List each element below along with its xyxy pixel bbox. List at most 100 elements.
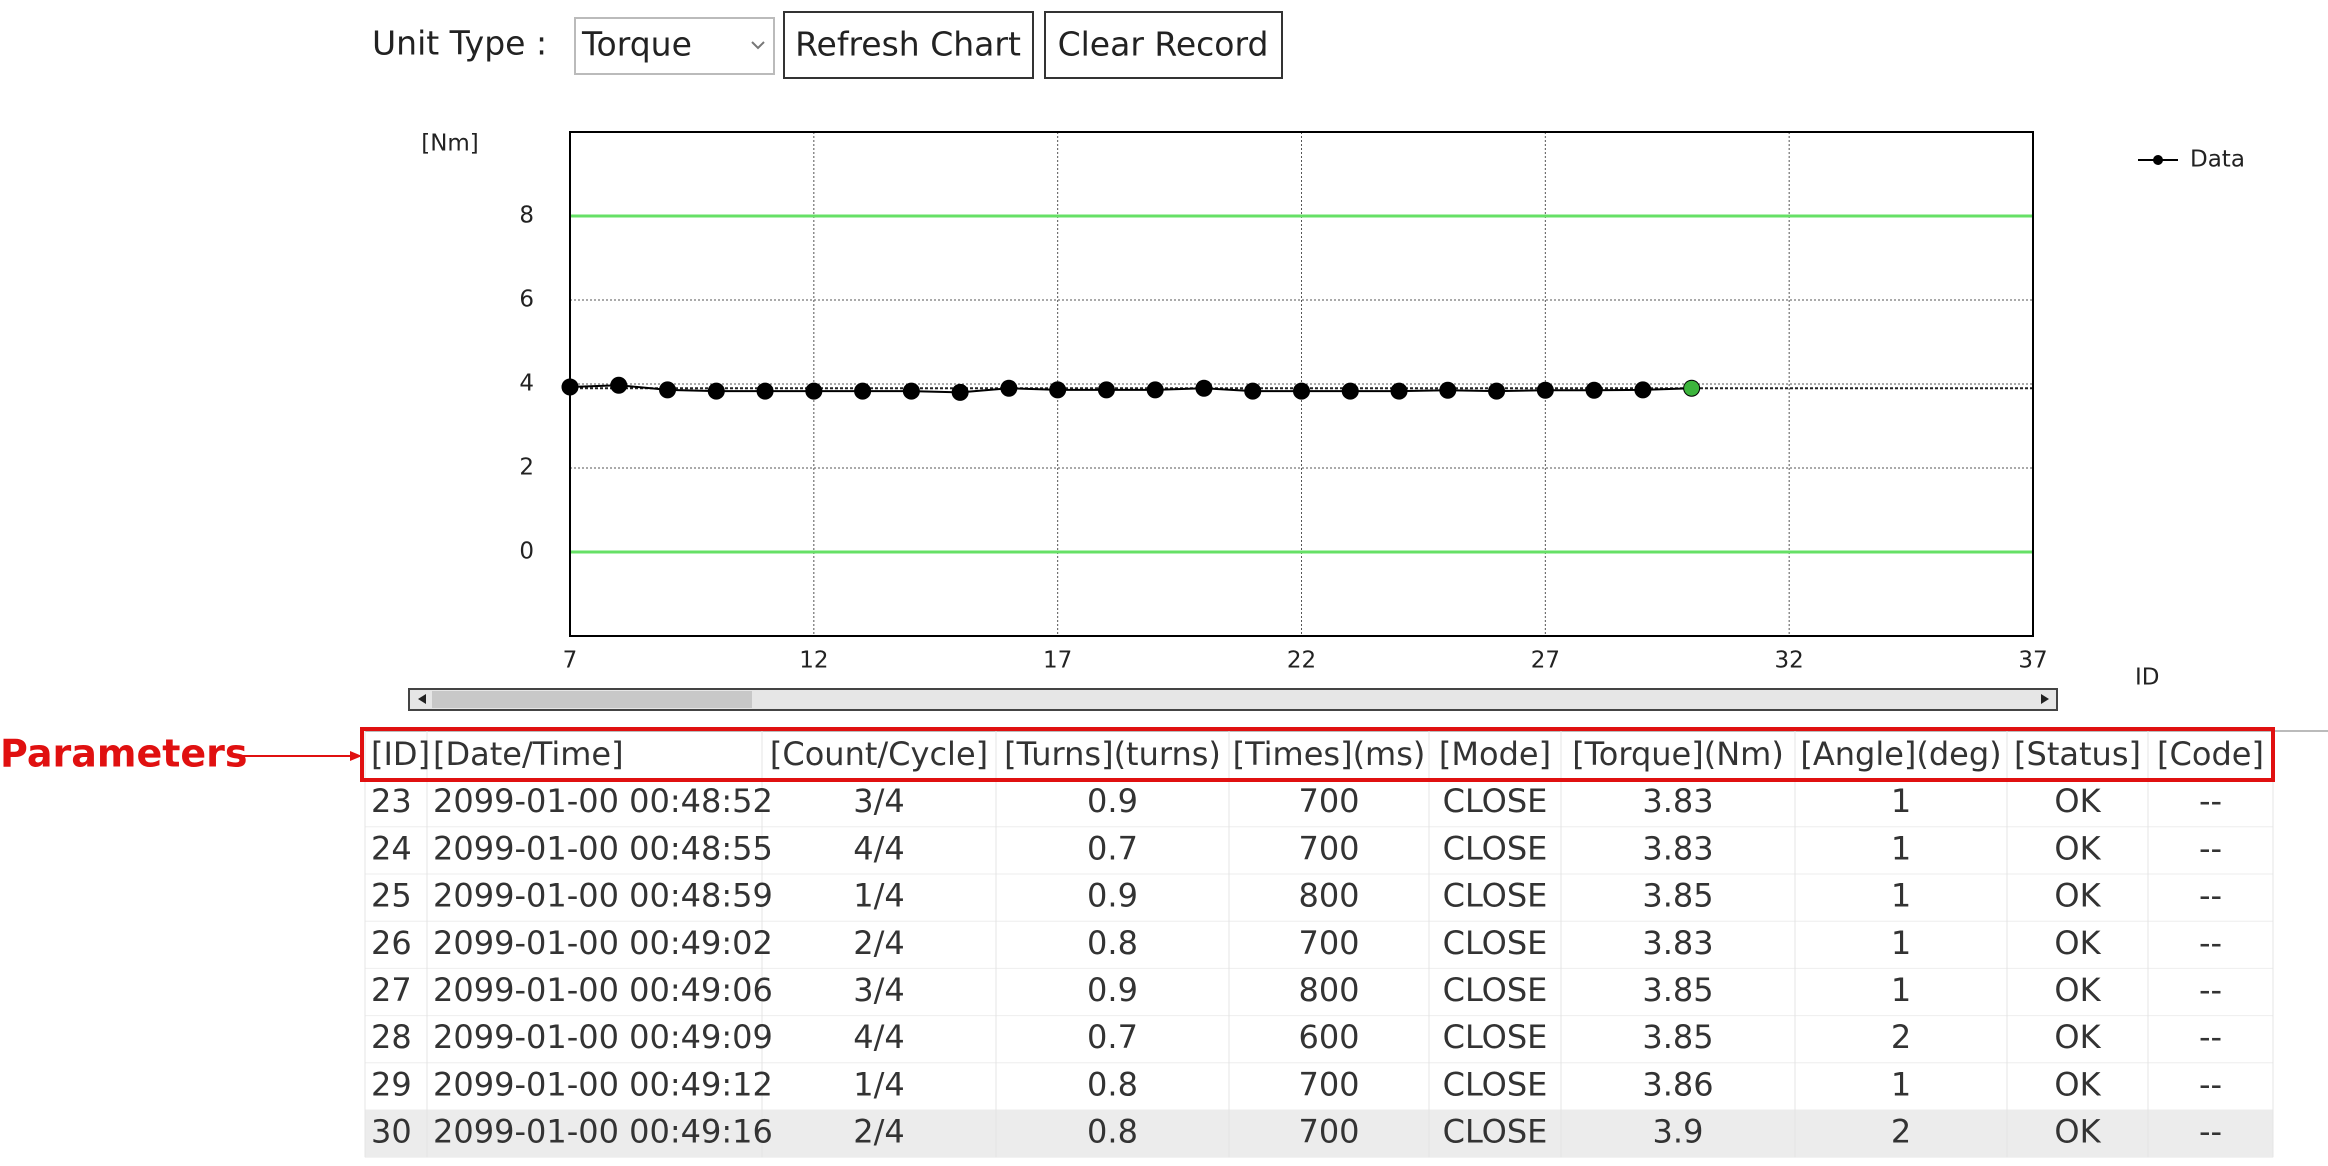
data-point xyxy=(707,382,725,400)
table-cell: 700 xyxy=(1298,782,1359,820)
chart: [Nm] ID 7 12 17 22 27 32 37 0 2 4 6 8 Data xyxy=(421,131,2245,691)
data-point xyxy=(1000,379,1018,397)
refresh-button[interactable] xyxy=(783,11,1034,79)
table-cell: OK xyxy=(2054,829,2101,867)
data-point xyxy=(1341,382,1359,400)
table-cell: CLOSE xyxy=(1443,782,1548,820)
table-cell: -- xyxy=(2199,782,2222,820)
column-header: [Torque](Nm) xyxy=(1572,735,1784,773)
data-point xyxy=(659,381,677,399)
table-cell: -- xyxy=(2199,1113,2222,1151)
unit-label: Unit Type : xyxy=(372,24,547,63)
table-cell: 0.9 xyxy=(1087,877,1138,915)
table-cell: OK xyxy=(2054,877,2101,915)
table-cell: 27 xyxy=(371,971,412,1009)
table-cell: 2099-01-00 00:49:12 xyxy=(433,1065,773,1103)
column-header: [ID] xyxy=(371,735,430,773)
column-header: [Date/Time] xyxy=(433,735,624,773)
table-cell: 26 xyxy=(371,924,412,962)
table-cell: 0.9 xyxy=(1087,782,1138,820)
table-cell: 2099-01-00 00:49:16 xyxy=(433,1113,773,1151)
table-cell: 4/4 xyxy=(853,829,905,867)
table-cell: 0.8 xyxy=(1087,1065,1138,1103)
table-cell: 2 xyxy=(1891,1113,1911,1151)
table-cell: 3.86 xyxy=(1642,1065,1713,1103)
table-cell: 2 xyxy=(1891,1018,1911,1056)
column-header: [Turns](turns) xyxy=(1004,735,1221,773)
legend-marker xyxy=(2153,155,2163,165)
scrollbar[interactable] xyxy=(408,688,2058,711)
x-tick-label: 12 xyxy=(799,648,828,674)
table: [ID] [Date/Time] [Count/Cycle] [Turns](turn… xyxy=(364,731,2274,1158)
table-cell: CLOSE xyxy=(1443,971,1548,1009)
data-point xyxy=(1683,379,1701,397)
highlight-box xyxy=(360,727,2275,782)
table-cell: 1 xyxy=(1891,1065,1911,1103)
table-cell: OK xyxy=(2054,924,2101,962)
table-cell: 700 xyxy=(1298,1113,1359,1151)
x-tick-label: 37 xyxy=(2018,648,2047,674)
table-cell: CLOSE xyxy=(1443,877,1548,915)
table-cell: 2099-01-00 00:49:06 xyxy=(433,971,773,1009)
y-axis-label: [Nm] xyxy=(421,131,479,157)
table-cell: -- xyxy=(2199,1018,2222,1056)
y-tick-label: 4 xyxy=(519,371,534,397)
table-cell: OK xyxy=(2054,782,2101,820)
data-point xyxy=(610,376,628,394)
x-tick-label: 7 xyxy=(563,648,578,674)
table-cell: 3/4 xyxy=(853,971,905,1009)
data-point xyxy=(1536,381,1554,399)
table-cell: 4/4 xyxy=(853,1018,905,1056)
scroll-left[interactable] xyxy=(418,694,426,704)
table-cell: 2/4 xyxy=(853,1113,905,1151)
table-cell: CLOSE xyxy=(1443,924,1548,962)
legend-label: Data xyxy=(2190,147,2245,173)
table-cell: 1 xyxy=(1891,924,1911,962)
table-cell: 25 xyxy=(371,877,412,915)
table-cell: CLOSE xyxy=(1443,1018,1548,1056)
table-cell: 700 xyxy=(1298,924,1359,962)
table-cell: CLOSE xyxy=(1443,1065,1548,1103)
column-header: [Code] xyxy=(2157,735,2264,773)
data-point xyxy=(1195,379,1213,397)
y-tick-label: 8 xyxy=(519,203,534,229)
data-point xyxy=(1439,381,1457,399)
table-cell: -- xyxy=(2199,1065,2222,1103)
table-cell: 3.9 xyxy=(1653,1113,1704,1151)
arrow-head xyxy=(350,751,362,761)
table-cell: 30 xyxy=(371,1113,412,1151)
table-cell: 28 xyxy=(371,1018,412,1056)
x-tick-label: 22 xyxy=(1287,648,1316,674)
column-header: [Times](ms) xyxy=(1233,735,1426,773)
clear-button-label[interactable]: Clear Record xyxy=(1058,25,1269,64)
scroll-right[interactable] xyxy=(2041,694,2049,704)
refresh-button-label[interactable]: Refresh Chart xyxy=(795,25,1021,64)
table-cell: -- xyxy=(2199,971,2222,1009)
table-cell: 2099-01-00 00:48:55 xyxy=(433,829,773,867)
table-cell: CLOSE xyxy=(1443,1113,1548,1151)
x-tick-label: 32 xyxy=(1775,648,1804,674)
scrollbar-thumb[interactable] xyxy=(432,691,752,708)
select-caret xyxy=(751,41,765,50)
data-point xyxy=(1390,382,1408,400)
unit-select[interactable] xyxy=(574,17,775,75)
table-cell: 1 xyxy=(1891,877,1911,915)
table-cell: 0.8 xyxy=(1087,924,1138,962)
table-cell: -- xyxy=(2199,829,2222,867)
table-cell: 3.85 xyxy=(1642,971,1713,1009)
table-cell: 2099-01-00 00:49:09 xyxy=(433,1018,773,1056)
table-cell: -- xyxy=(2199,924,2222,962)
unit-select-value[interactable]: Torque xyxy=(581,25,692,64)
table-cell: OK xyxy=(2054,1018,2101,1056)
y-tick-label: 2 xyxy=(519,455,534,481)
clear-button[interactable] xyxy=(1044,11,1283,79)
table-cell: 600 xyxy=(1298,1018,1359,1056)
table-cell: 700 xyxy=(1298,829,1359,867)
x-tick-label: 17 xyxy=(1043,648,1072,674)
table-cell: OK xyxy=(2054,1065,2101,1103)
data-point xyxy=(756,382,774,400)
data-point xyxy=(1244,382,1262,400)
table-cell: 3.85 xyxy=(1642,877,1713,915)
